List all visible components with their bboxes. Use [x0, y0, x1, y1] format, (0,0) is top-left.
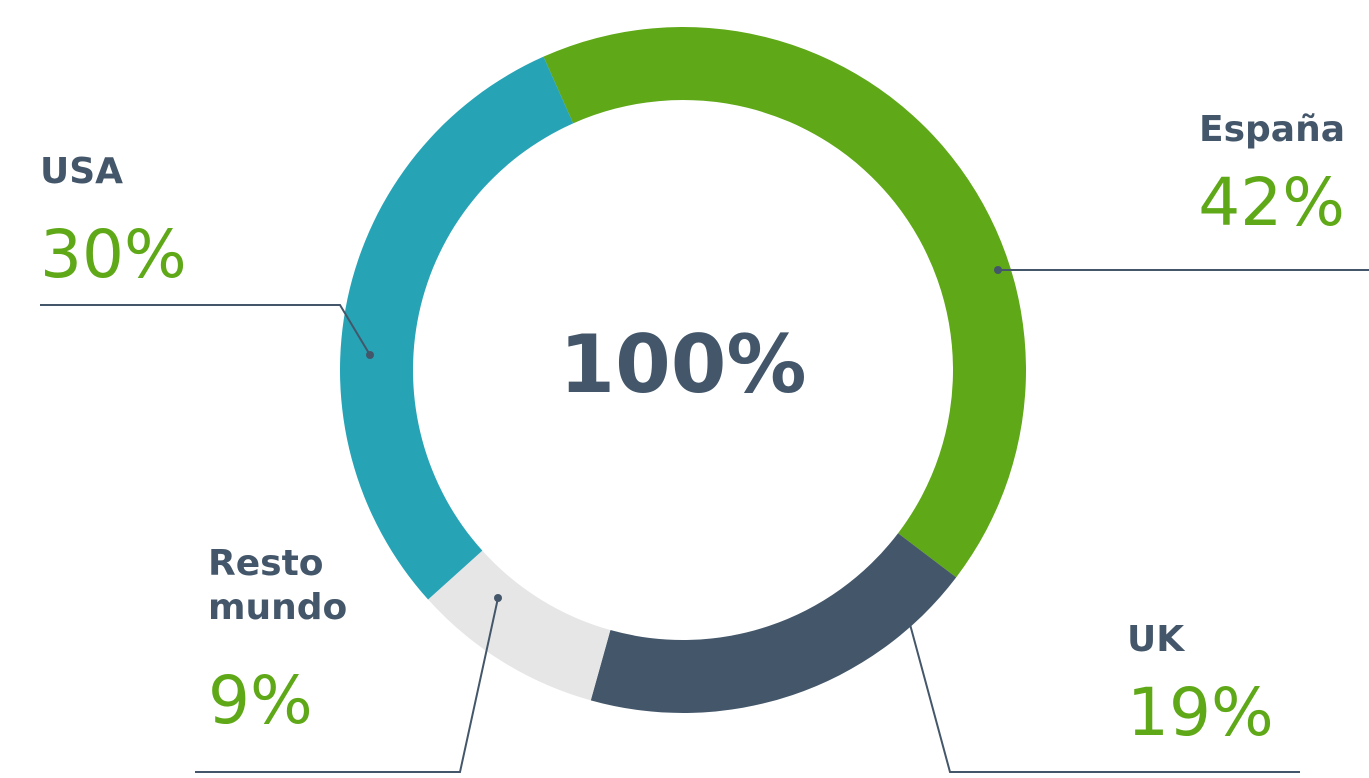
category-label: España — [1198, 109, 1345, 150]
leader-dot — [494, 594, 502, 602]
value-label: 30% — [40, 216, 187, 293]
leader-dot — [366, 351, 374, 359]
category-label: USA — [40, 151, 124, 192]
value-label: 9% — [208, 662, 313, 739]
leader-line — [897, 579, 1300, 773]
leader-line — [195, 597, 499, 773]
donut-slice — [590, 533, 957, 713]
value-label: 42% — [1198, 164, 1345, 241]
center-label: 100% — [559, 318, 807, 411]
leader-line — [40, 304, 371, 356]
category-label: UK — [1127, 619, 1185, 660]
donut-slice — [340, 56, 574, 600]
leader-dot — [994, 266, 1002, 274]
category-label: Resto mundo — [208, 543, 348, 628]
value-label: 19% — [1127, 674, 1274, 751]
donut-slice — [428, 550, 611, 701]
leader-dot — [894, 576, 902, 584]
donut-slice — [543, 27, 1027, 578]
